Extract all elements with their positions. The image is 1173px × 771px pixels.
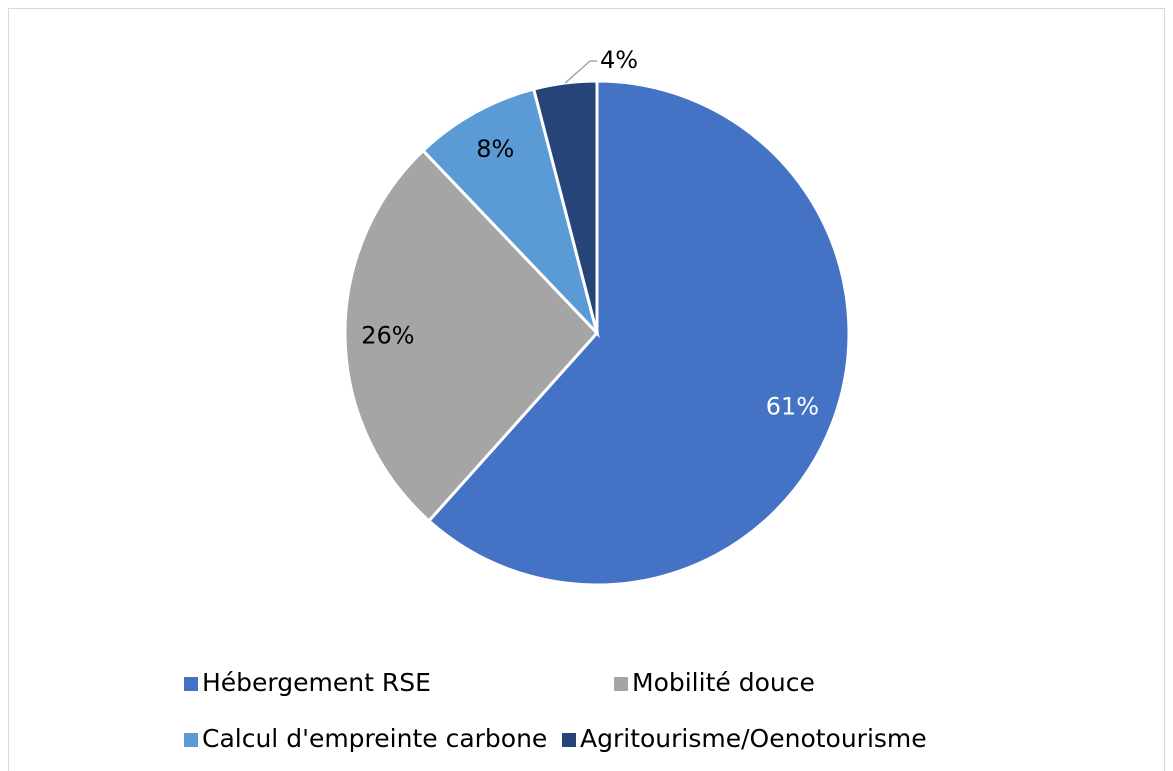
legend-label: Calcul d'empreinte carbone [202,724,547,753]
legend-swatch [614,677,628,691]
pie-slice [420,87,600,339]
legend-swatch [184,733,198,747]
legend-swatch [184,677,198,691]
pie-slice [426,79,851,587]
pie-slice [531,79,599,334]
legend-swatch [562,733,576,747]
data-label: 8% [476,135,514,163]
data-label: 61% [766,393,819,421]
pie-slice [343,148,600,523]
legend-label: Mobilité douce [632,668,815,697]
legend-label: Hébergement RSE [202,668,431,697]
legend-label: Agritourisme/Oenotourisme [580,724,927,753]
data-label: 4% [600,46,638,74]
data-label: 26% [361,321,414,349]
leader-line [564,60,597,84]
